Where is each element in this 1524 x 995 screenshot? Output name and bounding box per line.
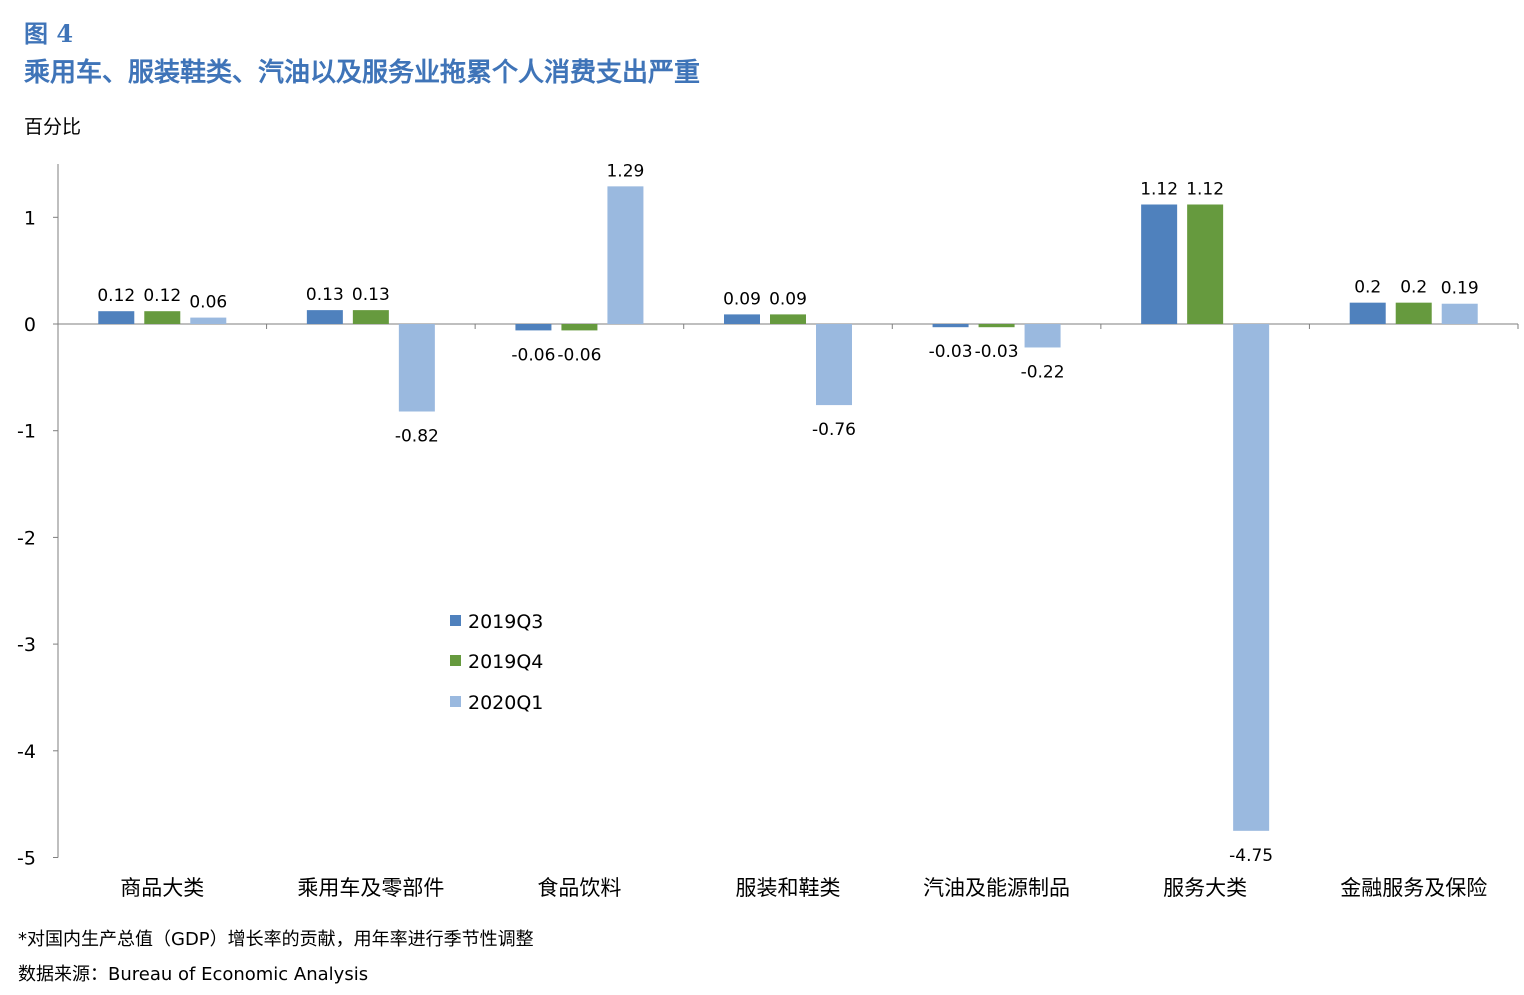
data-label: 0.12 — [97, 286, 135, 306]
data-label: 0.2 — [1400, 278, 1427, 298]
y-tick-label: -4 — [17, 741, 36, 763]
chart-title: 乘用车、服装鞋类、汽油以及服务业拖累个人消费支出严重 — [24, 58, 701, 88]
bar-2019q4 — [1187, 204, 1224, 324]
data-label: -0.22 — [1021, 362, 1065, 382]
legend-label: 2019Q4 — [468, 651, 543, 673]
y-tick-label: -2 — [17, 527, 36, 549]
bar-2019q3 — [98, 311, 135, 324]
y-axis-unit-label: 百分比 — [24, 116, 82, 138]
source-note: 数据来源：Bureau of Economic Analysis — [18, 964, 369, 985]
y-tick-label: -5 — [17, 848, 36, 870]
data-label: -0.03 — [975, 342, 1019, 362]
bar-2019q4 — [561, 324, 598, 331]
figure-label: 图 4 — [24, 19, 74, 48]
data-label: -0.06 — [557, 345, 601, 365]
x-category-label: 服务大类 — [1163, 876, 1247, 900]
data-label: 0.13 — [306, 285, 344, 305]
bar-2019q3 — [724, 314, 760, 324]
x-category-label: 汽油及能源制品 — [923, 876, 1070, 900]
bar-2019q3 — [515, 324, 552, 331]
data-label: 1.29 — [606, 161, 644, 181]
data-label: 0.19 — [1441, 279, 1479, 299]
y-tick-label: 1 — [24, 207, 36, 229]
legend-swatch — [450, 696, 461, 707]
footnote: *对国内生产总值（GDP）增长率的贡献，用年率进行季节性调整 — [18, 929, 534, 950]
bar-2019q3 — [1141, 204, 1178, 324]
bar-2020q1 — [607, 186, 644, 324]
bar-2019q4 — [1395, 302, 1432, 324]
data-label: -0.03 — [929, 342, 973, 362]
data-label: -0.82 — [395, 426, 439, 446]
bar-2020q1 — [1441, 303, 1478, 324]
data-label: 0.09 — [723, 289, 761, 309]
legend-swatch — [450, 615, 461, 626]
bar-2020q1 — [816, 324, 852, 406]
x-category-label: 金融服务及保险 — [1340, 876, 1487, 900]
bar-2019q4 — [144, 311, 181, 324]
data-label: 0.2 — [1354, 278, 1381, 298]
data-label: 1.12 — [1140, 179, 1178, 199]
data-label: 0.13 — [352, 285, 390, 305]
x-category-label: 食品饮料 — [537, 876, 621, 900]
bar-2020q1 — [398, 324, 435, 412]
bar-2019q3 — [932, 324, 969, 328]
bar-2020q1 — [1233, 324, 1270, 831]
bar-2019q3 — [1349, 302, 1386, 324]
data-label: 0.12 — [143, 286, 181, 306]
y-tick-label: 0 — [24, 314, 36, 336]
data-label: -0.76 — [812, 420, 856, 440]
data-label: -0.06 — [511, 345, 555, 365]
x-category-label: 商品大类 — [120, 876, 204, 900]
bar-2019q4 — [352, 310, 389, 324]
bar-2019q4 — [978, 324, 1015, 328]
y-tick-label: -3 — [17, 634, 36, 656]
data-label: 0.09 — [769, 289, 807, 309]
data-label: -4.75 — [1229, 846, 1273, 866]
data-label: 0.06 — [189, 293, 227, 313]
bar-2019q4 — [770, 314, 806, 324]
legend-label: 2020Q1 — [468, 692, 543, 714]
legend-label: 2019Q3 — [468, 611, 543, 633]
legend-swatch — [450, 655, 461, 666]
y-tick-label: -1 — [17, 421, 36, 443]
x-category-label: 服装和鞋类 — [736, 876, 841, 900]
bar-2019q3 — [306, 310, 343, 324]
x-category-label: 乘用车及零部件 — [297, 876, 444, 900]
bar-2020q1 — [190, 317, 227, 324]
data-label: 1.12 — [1186, 179, 1224, 199]
bar-2020q1 — [1024, 324, 1061, 348]
